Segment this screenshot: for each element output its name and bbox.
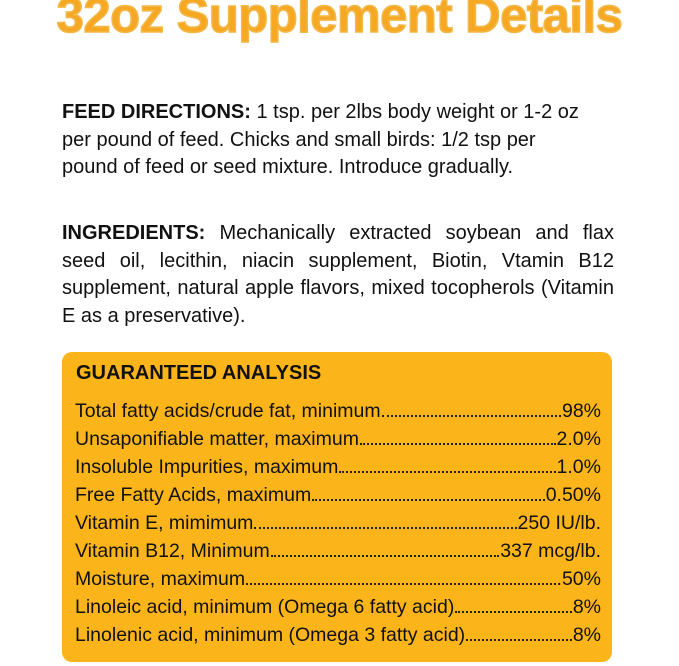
analysis-row: Linolenic acid, minimum (Omega 3 fatty a… (75, 624, 601, 652)
analysis-row: Moisture, maximum .50% (75, 568, 601, 596)
analysis-row: Unsaponifiable matter, maximum 2.0% (75, 428, 601, 456)
row-value: 2.0% (556, 428, 601, 450)
row-value: 8% (572, 596, 601, 618)
dot-leader (312, 499, 545, 501)
analysis-row: Vitamin E, mimimum 250 IU/lb. (75, 512, 601, 540)
dot-leader (466, 639, 572, 641)
row-value: 1.0% (556, 456, 601, 478)
dot-leader (455, 611, 572, 613)
row-name: Total fatty acids/crude fat, minimum (75, 400, 381, 422)
analysis-row: Free Fatty Acids, maximum 0.50% (75, 484, 601, 512)
dot-leader (246, 583, 556, 585)
row-name: Moisture, maximum (75, 568, 246, 590)
row-value: 337 mcg/lb. (500, 540, 601, 562)
row-name: Linoleic acid, minimum (Omega 6 fatty ac… (75, 596, 455, 618)
analysis-box: GUARANTEED ANALYSIS Total fatty acids/cr… (62, 352, 612, 662)
analysis-rows: Total fatty acids/crude fat, minimum 98% U… (75, 400, 601, 652)
row-name: Vitamin E, mimimum (75, 512, 254, 534)
analysis-row: Linoleic acid, minimum (Omega 6 fatty ac… (75, 596, 601, 624)
section-text: 1 tsp. per 2lbs body weight or 1-2 oz pe… (62, 101, 579, 178)
row-value: 0.50% (545, 484, 601, 506)
row-name: Free Fatty Acids, maximum (75, 484, 312, 506)
row-name: Unsaponifiable matter, maximum (75, 428, 359, 450)
analysis-row: Insoluble Impurities, maximum 1.0% (75, 456, 601, 484)
feed-directions: FEED DIRECTIONS: 1 tsp. per 2lbs body we… (62, 99, 592, 182)
row-value: 250 IU/lb. (517, 512, 601, 534)
dot-leader (359, 443, 556, 445)
row-value: .50% (556, 568, 601, 590)
analysis-row: Vitamin B12, Minimum 337 mcg/lb. (75, 540, 601, 568)
dot-leader (339, 471, 556, 473)
dot-leader (254, 527, 517, 529)
dot-leader (381, 415, 561, 417)
row-name: Linolenic acid, minimum (Omega 3 fatty a… (75, 624, 466, 646)
section-text: Mechanically extracted soybean and flax … (62, 222, 614, 327)
row-value: 98% (561, 400, 601, 422)
row-value: 8% (572, 624, 601, 646)
section-label: INGREDIENTS: (62, 222, 206, 244)
section-label: FEED DIRECTIONS: (62, 101, 251, 123)
row-name: Vitamin B12, Minimum (75, 540, 270, 562)
analysis-title: GUARANTEED ANALYSIS (76, 362, 322, 384)
page-title: 32oz Supplement Details (56, 0, 624, 44)
ingredients: INGREDIENTS: Mechanically extracted soyb… (62, 220, 614, 330)
dot-leader (270, 555, 500, 557)
analysis-row: Total fatty acids/crude fat, minimum 98% (75, 400, 601, 428)
row-name: Insoluble Impurities, maximum (75, 456, 339, 478)
